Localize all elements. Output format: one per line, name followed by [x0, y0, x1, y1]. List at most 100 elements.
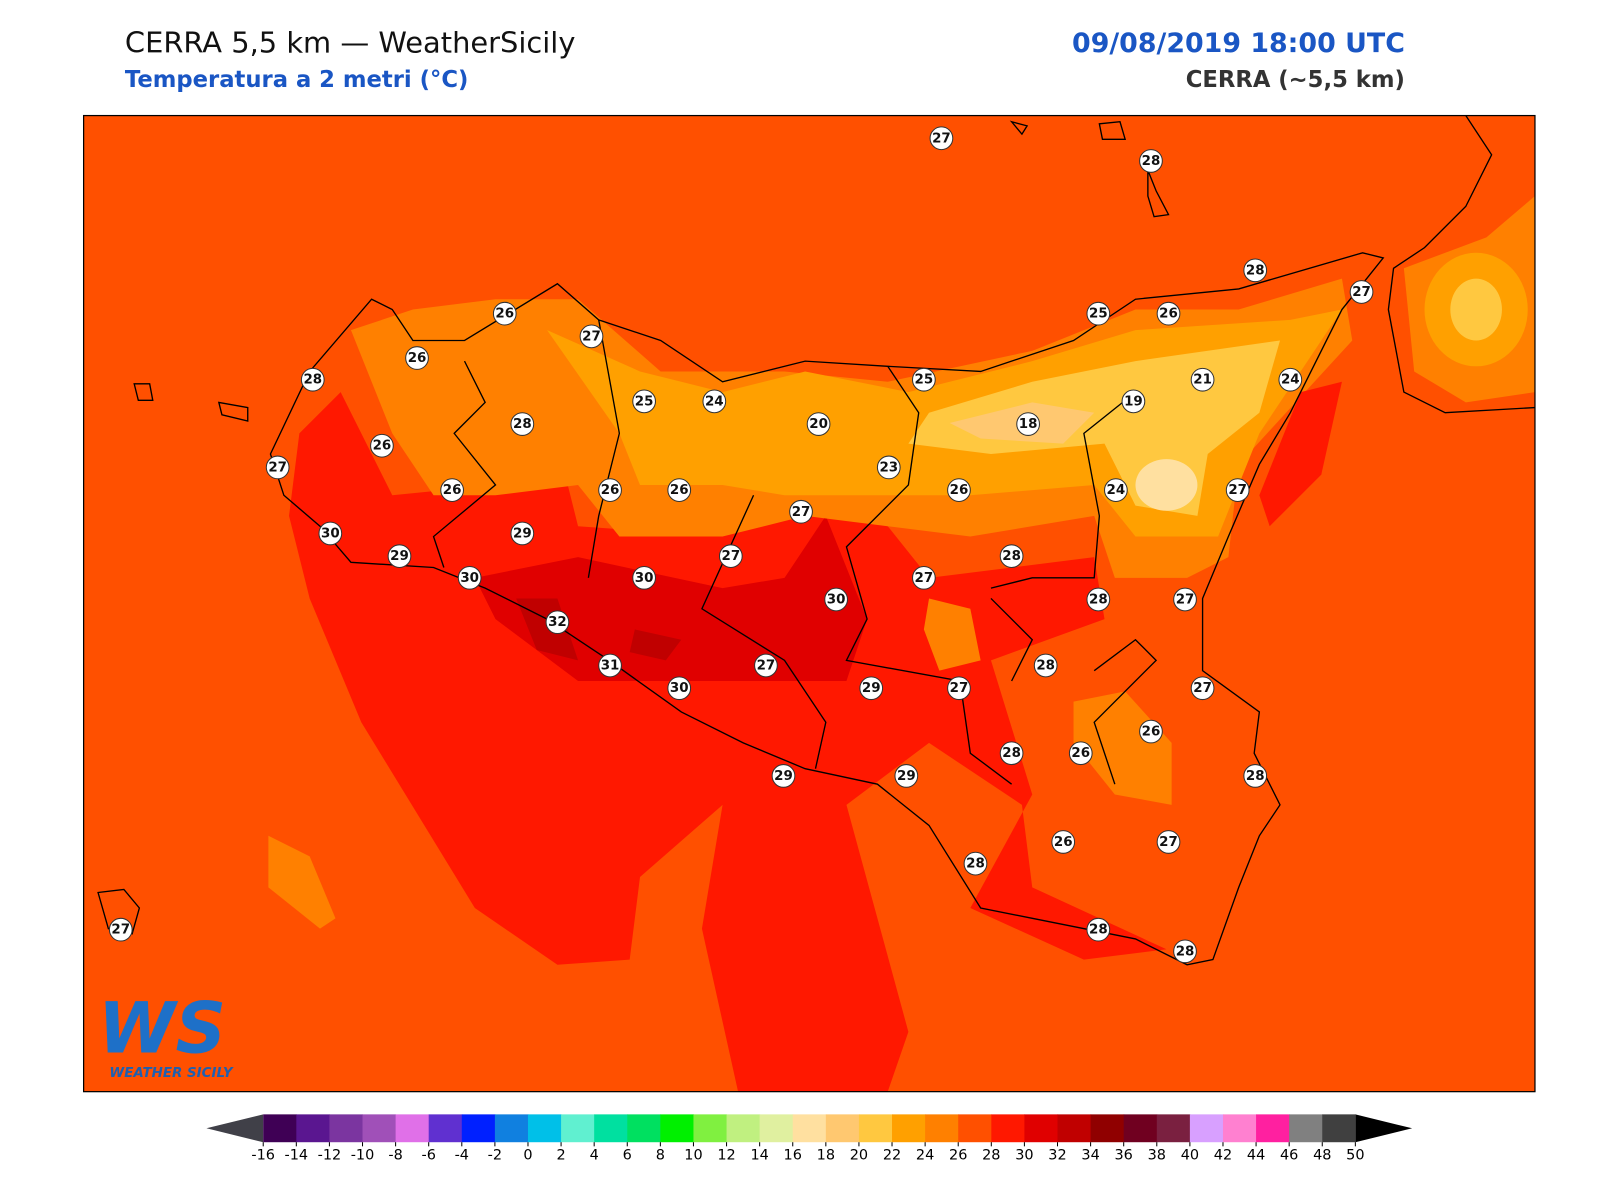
map-field	[82, 114, 1536, 1093]
colorbar-tick-label: -12	[318, 1148, 342, 1164]
station-marker	[999, 544, 1024, 569]
colorbar-tick-label: 30	[1015, 1148, 1033, 1164]
station-marker	[1033, 653, 1058, 678]
station: 27	[718, 544, 743, 569]
station: 29	[510, 521, 535, 546]
station-marker	[1349, 280, 1374, 304]
station: 30	[824, 587, 848, 612]
station-value: 28	[1089, 593, 1108, 608]
logo-text: WEATHER SICILY	[109, 1066, 234, 1081]
station-value: 29	[513, 526, 532, 541]
station-value: 28	[303, 373, 322, 388]
station-value: 28	[1246, 263, 1265, 278]
map-frame	[82, 114, 1536, 1093]
colorbar-tick-label: 16	[784, 1148, 802, 1164]
colorbar-cell	[1222, 1114, 1257, 1143]
colorbar-tick-label: 20	[850, 1148, 868, 1164]
station: 26	[1068, 741, 1093, 766]
station-value: 30	[635, 571, 654, 586]
station: 25	[632, 389, 656, 414]
station-value: 26	[408, 351, 427, 366]
station-value: 28	[1246, 769, 1265, 784]
station-value: 32	[548, 615, 567, 630]
station-marker	[510, 412, 535, 436]
colorbar-cell	[660, 1114, 694, 1143]
station: 28	[1243, 764, 1268, 788]
station-value: 31	[601, 659, 620, 674]
station-value: 28	[1089, 923, 1108, 938]
station-value: 27	[792, 505, 811, 520]
colorbar-cell	[1322, 1114, 1356, 1143]
station-value: 30	[827, 593, 846, 608]
colorbar-cell	[1024, 1114, 1059, 1143]
station-marker	[457, 565, 482, 590]
colorbar-cell	[329, 1114, 364, 1143]
station-marker	[1173, 587, 1197, 612]
station-marker	[1225, 478, 1250, 502]
station-value: 27	[111, 923, 130, 938]
station-marker	[1139, 149, 1163, 173]
station-value: 25	[635, 394, 654, 409]
colorbar-tick-label: -8	[388, 1148, 402, 1164]
colorbar-cell	[494, 1114, 529, 1143]
station: 28	[1139, 149, 1163, 173]
station-value: 28	[1036, 659, 1055, 674]
station-value: 28	[513, 417, 532, 432]
colorbar-cell	[561, 1114, 595, 1143]
station-value: 30	[321, 526, 340, 541]
station: 27	[1225, 478, 1250, 502]
colorbar-tick-label: -2	[488, 1148, 502, 1164]
contour	[268, 196, 1535, 929]
station-marker	[632, 389, 656, 414]
station-value: 28	[1002, 746, 1021, 761]
colorbar-cell	[527, 1114, 562, 1143]
station-marker	[108, 917, 133, 942]
station-marker	[440, 478, 464, 502]
station-value: 26	[443, 483, 462, 498]
station-value: 19	[1124, 394, 1143, 409]
station: 26	[947, 478, 971, 502]
station-value: 26	[495, 307, 514, 322]
station-value: 28	[966, 857, 985, 872]
station-value: 27	[1193, 681, 1212, 696]
colorbar-tick-label: 6	[623, 1148, 632, 1164]
station: 26	[370, 433, 394, 458]
colorbar-cell	[296, 1114, 330, 1143]
station: 27	[1173, 587, 1197, 612]
station: 26	[1051, 830, 1076, 854]
colorbar-cell	[1090, 1114, 1125, 1143]
logo-mark: WS	[98, 987, 226, 1069]
station-value: 28	[1176, 944, 1195, 959]
station-value: 20	[809, 417, 828, 432]
subtitle: Temperatura a 2 metri (°C)	[125, 67, 468, 93]
station-value: 26	[1142, 725, 1161, 740]
station-marker	[1243, 764, 1268, 788]
region-border	[432, 319, 1158, 785]
station-marker	[963, 851, 988, 876]
station-value: 27	[1159, 835, 1178, 850]
station-marker	[806, 412, 831, 436]
station-value: 30	[460, 571, 479, 586]
station-marker	[1156, 830, 1181, 854]
colorbar-tick-label: 42	[1214, 1148, 1232, 1164]
colorbar-cell	[1123, 1114, 1158, 1143]
colorbar-tick-label: 50	[1346, 1148, 1364, 1164]
station: 28	[1086, 587, 1111, 612]
station-marker	[1086, 917, 1111, 942]
colorbar-tick-label: 2	[556, 1148, 565, 1164]
colorbar-tick-label: -16	[251, 1148, 275, 1164]
station-marker	[1104, 478, 1128, 502]
station-value: 27	[757, 659, 776, 674]
model: CERRA (~5,5 km)	[1186, 67, 1405, 93]
station: 26	[1156, 301, 1181, 326]
station: 29	[859, 676, 884, 701]
colorbar-tick-label: 24	[916, 1148, 934, 1164]
station: 27	[789, 499, 813, 524]
colorbar-tick-label: -14	[285, 1148, 309, 1164]
station: 26	[1139, 719, 1163, 744]
station-marker	[1068, 741, 1093, 766]
colorbar-tick-label: 28	[982, 1148, 1000, 1164]
colorbar-cell	[461, 1114, 496, 1143]
colorbar-cell	[428, 1114, 463, 1143]
colorbar-cell	[1189, 1114, 1224, 1143]
